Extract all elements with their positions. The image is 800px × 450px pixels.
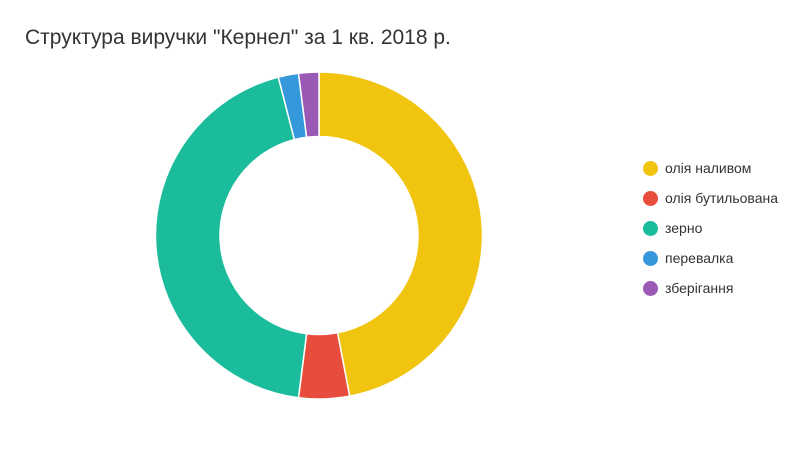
- legend-swatch: [643, 280, 658, 296]
- legend-label: зерно: [665, 220, 703, 236]
- legend-item[interactable]: олія бутильована: [643, 183, 778, 213]
- legend-swatch: [643, 250, 658, 266]
- legend-label: олія бутильована: [665, 190, 779, 206]
- donut-slice-1[interactable]: [318, 71, 484, 397]
- legend-label: олія наливом: [665, 160, 752, 176]
- legend-item[interactable]: олія наливом: [643, 153, 778, 183]
- legend-label: зберігання: [665, 280, 734, 296]
- legend-item[interactable]: зберігання: [643, 273, 778, 303]
- donut-slices: [154, 71, 484, 400]
- legend-swatch: [643, 220, 658, 236]
- legend-swatch: [643, 190, 658, 206]
- donut-slice-5[interactable]: [297, 71, 320, 139]
- legend-label: перевалка: [665, 250, 734, 266]
- chart-legend: олія наливом олія бутильована зерно перевал…: [643, 153, 778, 303]
- donut-slice-3[interactable]: [154, 76, 308, 399]
- legend-item[interactable]: перевалка: [643, 243, 778, 273]
- legend-item[interactable]: зерно: [643, 213, 778, 243]
- legend-swatch: [643, 160, 658, 176]
- chart-title: Структура виручки "Кернел" за 1 кв. 2018…: [25, 26, 451, 49]
